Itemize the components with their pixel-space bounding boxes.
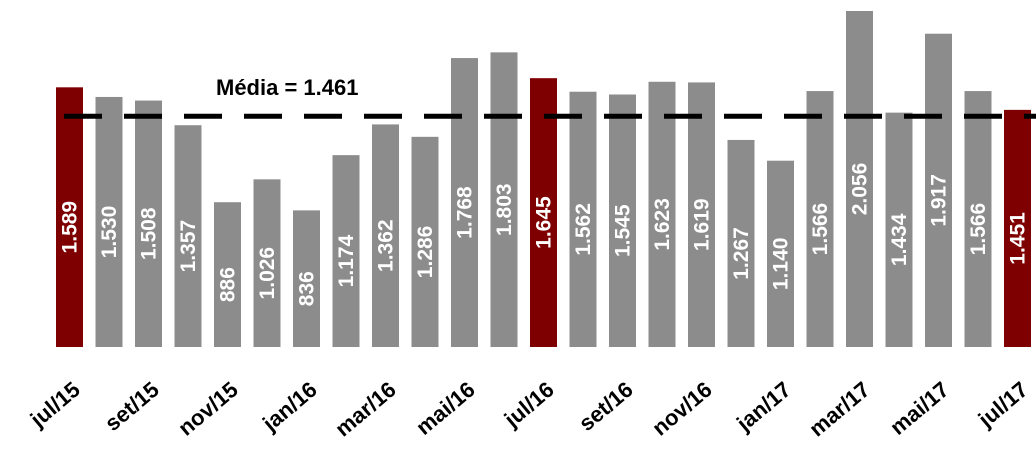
bar-nov-16 <box>688 82 715 347</box>
bar-fev-16 <box>332 155 360 347</box>
x-tick-label: mai/16 <box>411 377 480 440</box>
bar-mai-17 <box>925 33 952 348</box>
bar-set-15 <box>135 100 162 347</box>
value-label: 836 <box>296 271 319 306</box>
bar-mai-16 <box>451 58 478 347</box>
bar-ago-15 <box>95 96 123 347</box>
bars-group <box>56 11 1031 348</box>
bar-dez-15 <box>253 179 281 347</box>
x-tick-label: jan/17 <box>731 377 796 437</box>
x-tick-label: mar/17 <box>804 377 874 442</box>
bar-nov-15 <box>214 202 241 347</box>
value-label: 1.768 <box>454 186 477 239</box>
x-tick-label: mar/16 <box>330 377 400 442</box>
x-tick-label: nov/16 <box>647 377 716 441</box>
value-label: 1.267 <box>730 227 753 280</box>
value-label: 1.566 <box>809 203 832 256</box>
value-label: 1.917 <box>928 174 951 227</box>
value-label: 2.056 <box>849 163 872 216</box>
value-label: 1.286 <box>414 226 437 279</box>
value-label: 1.589 <box>59 201 82 254</box>
x-tick-label: jan/16 <box>257 377 322 437</box>
value-label: 1.623 <box>651 198 674 251</box>
value-labels-group: 1.589 1.530 1.508 1.357 886 1.026 836 1.174 1.36… <box>59 163 1030 306</box>
value-label: 1.645 <box>533 196 556 249</box>
x-tick-label: jul/17 <box>973 377 1033 433</box>
bar-jan-17 <box>767 160 794 347</box>
bar-jul-16 <box>530 78 557 348</box>
value-label: 1.619 <box>691 198 714 251</box>
value-label: 1.026 <box>256 247 279 300</box>
x-axis-ticks: jul/15 set/15 nov/15 jan/16 mar/16 mai/16 jul/… <box>25 377 1033 442</box>
bar-jul-15 <box>56 87 83 348</box>
x-tick-label: mai/17 <box>885 377 954 440</box>
value-label: 1.545 <box>612 204 635 257</box>
x-tick-label: set/16 <box>574 377 638 436</box>
value-label: 1.140 <box>770 238 793 291</box>
value-label: 1.357 <box>177 220 200 273</box>
bar-abr-16 <box>411 136 439 347</box>
value-label: 1.174 <box>335 234 358 287</box>
value-label: 1.434 <box>888 213 911 266</box>
bar-dez-16 <box>727 139 755 347</box>
value-label: 1.566 <box>967 203 990 256</box>
bar-mar-17 <box>846 11 873 347</box>
bar-out-15 <box>174 125 202 347</box>
value-label: 1.451 <box>1007 212 1030 265</box>
x-tick-label: nov/15 <box>173 377 242 441</box>
bar-jul-17 <box>1004 109 1031 347</box>
average-label: Média = 1.461 <box>216 75 358 100</box>
bar-ago-16 <box>569 91 597 348</box>
value-label: 1.803 <box>493 183 516 236</box>
bar-mar-16 <box>372 124 399 347</box>
value-label: 1.508 <box>138 207 161 260</box>
average-line-group: Média = 1.461 <box>64 75 1036 119</box>
bar-fev-17 <box>806 91 834 347</box>
bar-abr-17 <box>885 112 913 347</box>
x-tick-label: jul/15 <box>25 377 85 433</box>
bar-jun-16 <box>490 52 518 347</box>
bar-jun-17 <box>964 91 992 347</box>
x-tick-label: set/15 <box>100 377 164 436</box>
bar-jan-16 <box>293 210 320 347</box>
bar-out-16 <box>648 81 676 348</box>
bar-set-16 <box>609 94 636 347</box>
value-label: 1.530 <box>98 206 121 259</box>
value-label: 886 <box>217 267 240 302</box>
value-label: 1.362 <box>375 219 398 272</box>
value-label: 1.562 <box>572 203 595 256</box>
x-tick-label: jul/16 <box>499 377 559 433</box>
